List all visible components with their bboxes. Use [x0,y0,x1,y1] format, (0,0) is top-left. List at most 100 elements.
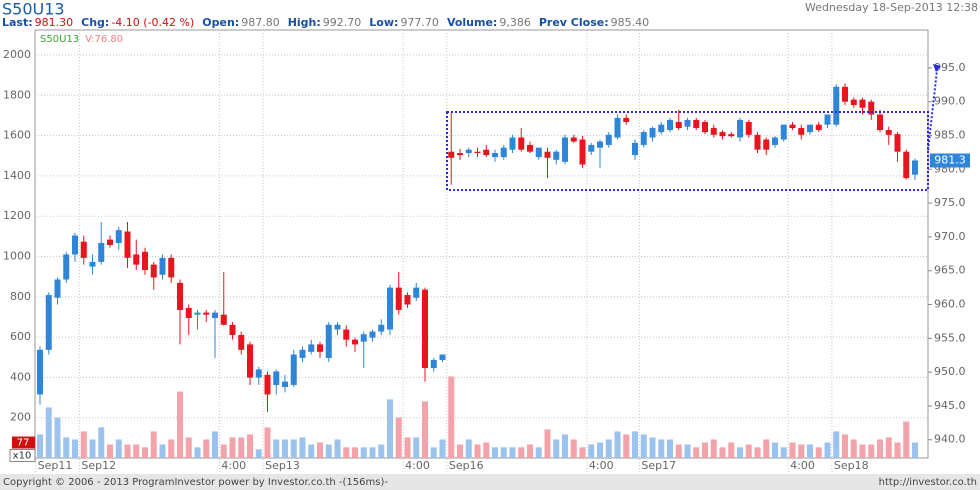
y2-tick-label: 950.0 [934,365,966,378]
x-tick-label: Sep13 [265,459,300,472]
volume-marker-label: 77 [17,438,30,449]
annotation-arrow [927,69,938,151]
candle-body [588,144,595,152]
y2-tick-label: 945.0 [934,399,966,412]
candle-body [37,349,43,395]
candle-body [868,101,875,115]
volume-bar [54,417,61,458]
volume-bar [807,444,813,458]
y-tick-label: 400 [10,370,31,383]
volume-bar [754,447,761,458]
candle-body [877,114,883,131]
volume-bar [684,444,691,458]
candle-body [343,329,350,340]
quote-label: Chg: [81,16,109,29]
candle-body [527,144,533,152]
candle-body [859,99,866,108]
volume-bar [448,376,455,458]
candle-body [894,134,901,152]
candle-body [212,312,218,319]
candle-body [142,251,148,271]
y2-tick-label: 975.0 [934,196,966,209]
volume-bar [72,439,78,458]
volume-bar [824,442,831,458]
y-tick-label: 1400 [3,169,31,182]
y2-tick-label: 985.0 [934,128,966,141]
candle-body [45,295,52,350]
candle-body [395,287,402,310]
candle-body [535,147,542,158]
volume-bar [378,444,385,458]
volume-bar [124,444,131,458]
candle-body [728,134,735,137]
volume-bar [667,439,673,458]
x-tick-label: Sep11 [38,459,73,472]
candle-body [807,124,813,133]
candle-body [72,235,78,255]
candle-body [247,344,253,378]
candle-body [789,124,796,129]
price-marker-label: 981.3 [934,153,966,166]
volume-bar [597,442,603,458]
y-tick-label: 200 [10,411,31,424]
candle-body [824,114,831,125]
candle-body [667,119,673,131]
volume-bar [238,437,245,458]
volume-bar [89,439,96,458]
volume-bar [98,427,105,458]
candle-body [684,119,691,127]
candle-body [649,128,656,138]
candle-body [159,257,166,275]
volume-bar [317,442,323,458]
volume-bar [229,437,236,458]
volume-bar [728,442,735,458]
candle-body [492,153,498,158]
candle-body [255,369,262,378]
quote-label: Prev Close: [539,16,609,29]
volume-bar [605,439,612,458]
volume-bar [518,447,525,458]
candle-body [378,324,385,332]
volume-bar [780,447,787,458]
quote-value: 987.80 [241,16,280,29]
volume-bar [850,439,857,458]
volume-bar [290,439,297,458]
volume-bar [912,442,918,458]
volume-bar [299,437,306,458]
volume-bar [815,447,822,458]
chart-title: S50U13 [2,0,65,19]
volume-bar [45,407,52,458]
candle-body [833,86,840,125]
volume-bar [649,437,656,458]
quote-label: High: [288,16,321,29]
candle-body [308,344,315,352]
candle-body [282,381,288,388]
url[interactable]: http://investor.co.th [879,477,977,488]
candle-body [483,149,490,156]
candle-body [763,139,770,150]
candle-body [623,117,630,122]
quote-label: Last: [2,16,33,29]
volume-bar [614,431,621,458]
candle-body [325,324,332,358]
volume-bar [509,447,516,458]
quote-value: 977.70 [400,16,439,29]
volume-bar [719,447,726,458]
y-tick-label: 1800 [3,88,31,101]
candle-body [124,231,131,258]
y2-tick-label: 965.0 [934,264,966,277]
date: Wednesday 18-Sep-2013 12:38 [805,1,978,14]
volume-bar [588,444,595,458]
candle-body [203,312,210,315]
volume-bar [457,444,463,458]
candle-body [115,230,122,243]
volume-bar [395,417,402,458]
volume-bar [885,437,892,458]
volume-bar [772,442,778,458]
volume-bar [273,439,280,458]
candle-body [465,149,472,154]
plot: 200 400 600 800 1000 1200 1400 1600 1800 2000 940.… [3,30,970,472]
quote-label: Low: [369,16,398,29]
y2-tick-label: 940.0 [934,433,966,446]
volume-bar [387,399,393,458]
